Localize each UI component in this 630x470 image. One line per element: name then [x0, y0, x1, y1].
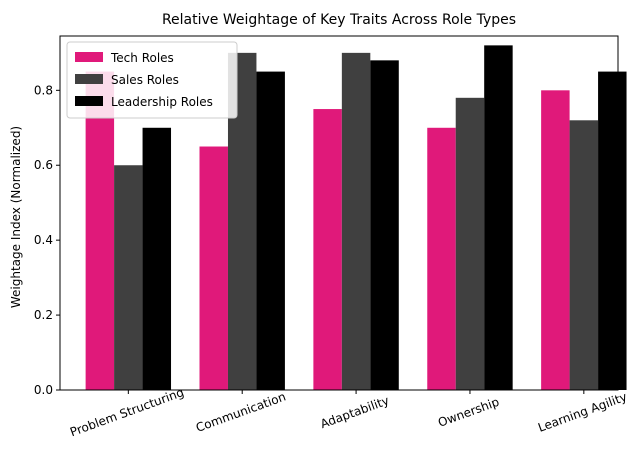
- y-tick-label: 0.6: [34, 158, 53, 172]
- bar: [341, 52, 371, 391]
- plot-frame: [59, 35, 619, 391]
- legend-label: Leadership Roles: [111, 95, 213, 109]
- y-tick-label: 0.2: [34, 308, 53, 322]
- y-axis-title: Weightage Index (Normalized): [9, 126, 23, 308]
- legend-box: [66, 41, 238, 119]
- legend-swatch: [75, 74, 103, 84]
- bar: [370, 60, 399, 390]
- bar: [256, 71, 285, 390]
- legend: Tech Roles Sales Roles Leadership Roles: [66, 41, 238, 119]
- bar: [541, 90, 570, 390]
- bar: [569, 120, 599, 390]
- bar: [114, 165, 143, 390]
- bar: [598, 71, 627, 390]
- bar: [455, 97, 485, 390]
- y-tick-label: 0.0: [34, 383, 53, 397]
- legend-label: Sales Roles: [111, 73, 179, 87]
- legend-swatch: [75, 96, 103, 106]
- bar: [142, 127, 172, 390]
- y-tick-label: 0.4: [34, 233, 53, 247]
- y-tick-label: 0.8: [34, 83, 53, 97]
- legend-swatch: [75, 52, 103, 62]
- bar: [484, 45, 513, 391]
- bar: [427, 127, 456, 390]
- legend-label: Tech Roles: [110, 51, 174, 65]
- bar: [199, 146, 228, 390]
- bar: [313, 109, 342, 391]
- chart-title: Relative Weightage of Key Traits Across …: [162, 12, 516, 28]
- bar: [85, 71, 115, 390]
